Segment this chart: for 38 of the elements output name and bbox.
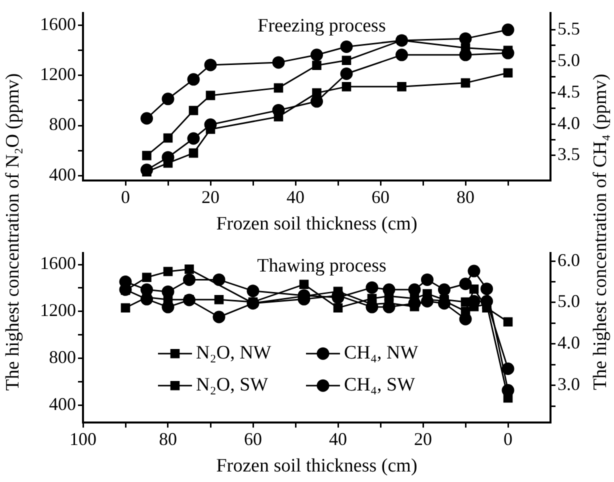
y2-tick-label: 4.0	[558, 332, 580, 353]
chart-title: Thawing process	[257, 255, 386, 276]
legend-label: CH₄, NW	[344, 342, 418, 364]
x-tick-label: 60	[244, 429, 262, 450]
x-tick-label: 0	[504, 429, 512, 450]
y2-axis-title: The highest concentration of CH₄ (ppmv)	[590, 74, 612, 390]
x-tick-label: 20	[414, 429, 432, 450]
legend-label: N₂O, NW	[196, 342, 272, 364]
x-tick-label: 100	[70, 429, 96, 450]
y-axis-title: The highest concentration of N₂O (ppmv)	[2, 73, 24, 391]
x-tick-label: 60	[372, 187, 390, 208]
x-axis-title: Frozen soil thickness (cm)	[216, 456, 418, 477]
y2-tick-label: 4.5	[558, 81, 580, 102]
x-tick-label: 40	[329, 429, 347, 450]
y-tick-label: 400	[49, 394, 76, 414]
x-tick-label: 80	[456, 187, 474, 208]
x-tick-label: 80	[159, 429, 177, 450]
y-tick-label: 1200	[40, 64, 76, 84]
x-axis-title: Frozen soil thickness (cm)	[216, 214, 418, 235]
x-tick-label: 20	[202, 187, 220, 208]
x-tick-label: 0	[121, 187, 130, 208]
y-tick-label: 1200	[40, 300, 76, 320]
y2-tick-label: 3.5	[558, 144, 580, 164]
y2-tick-label: 5.0	[558, 291, 580, 312]
y2-tick-label: 5.5	[558, 18, 580, 39]
y-tick-label: 800	[49, 346, 76, 367]
y2-tick-label: 5.0	[558, 50, 580, 70]
y2-tick-label: 3.0	[558, 374, 580, 394]
y-tick-label: 400	[49, 164, 76, 184]
y2-tick-label: 4.0	[558, 112, 580, 133]
x-tick-label: 40	[286, 187, 304, 208]
y-tick-label: 1600	[40, 14, 76, 34]
chart-title: Freezing process	[258, 15, 386, 36]
y-tick-label: 800	[49, 114, 76, 134]
y-tick-label: 1600	[40, 253, 76, 274]
legend-label: CH₄, SW	[344, 374, 416, 396]
legend-label: N₂O, SW	[196, 374, 268, 396]
y2-tick-label: 6.0	[558, 250, 580, 270]
